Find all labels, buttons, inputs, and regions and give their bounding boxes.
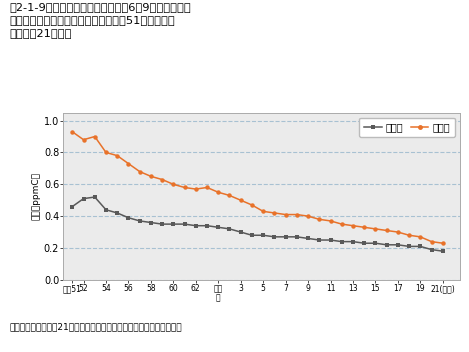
- 一般局: [305, 236, 311, 240]
- 自排局: [103, 150, 109, 155]
- 一般局: [204, 224, 210, 228]
- 一般局: [384, 243, 389, 247]
- 自排局: [406, 233, 412, 237]
- 一般局: [272, 235, 277, 239]
- 自排局: [350, 224, 356, 228]
- 一般局: [114, 211, 120, 215]
- 一般局: [249, 233, 255, 237]
- 自排局: [126, 162, 131, 166]
- 一般局: [81, 196, 86, 201]
- 一般局: [339, 239, 345, 244]
- 一般局: [171, 222, 176, 226]
- 自排局: [182, 186, 188, 190]
- 自排局: [384, 228, 389, 233]
- 一般局: [159, 222, 165, 226]
- Text: 図2-1-9　非メタン炭化水素の午前6～9時における年
　　　　平均値の経年変化推移（昭和51年度～平成
　　　　21年度）: 図2-1-9 非メタン炭化水素の午前6～9時における年 平均値の経年変化推移（昭…: [9, 2, 191, 38]
- 自排局: [215, 190, 221, 194]
- 一般局: [126, 216, 131, 220]
- 一般局: [350, 239, 356, 244]
- 自排局: [204, 186, 210, 190]
- 一般局: [69, 205, 75, 209]
- 自排局: [272, 211, 277, 215]
- 一般局: [294, 235, 300, 239]
- 一般局: [372, 241, 378, 245]
- 自排局: [372, 227, 378, 231]
- 一般局: [395, 243, 401, 247]
- 一般局: [362, 241, 367, 245]
- 一般局: [103, 208, 109, 212]
- Line: 自排局: 自排局: [70, 130, 445, 245]
- Legend: 一般局, 自排局: 一般局, 自排局: [359, 118, 455, 137]
- 自排局: [429, 239, 434, 244]
- 一般局: [317, 238, 322, 242]
- 一般局: [260, 233, 266, 237]
- 一般局: [193, 224, 198, 228]
- 自排局: [395, 230, 401, 234]
- 自排局: [92, 134, 98, 139]
- 一般局: [137, 219, 143, 223]
- 自排局: [137, 169, 143, 174]
- 自排局: [317, 217, 322, 221]
- 一般局: [283, 235, 288, 239]
- 一般局: [440, 249, 446, 253]
- 自排局: [159, 177, 165, 182]
- Line: 一般局: 一般局: [70, 195, 445, 253]
- 自排局: [294, 213, 300, 217]
- 一般局: [227, 227, 232, 231]
- 自排局: [260, 209, 266, 213]
- 自排局: [328, 219, 333, 223]
- 自排局: [238, 198, 243, 202]
- 一般局: [238, 230, 243, 234]
- 自排局: [339, 222, 345, 226]
- Y-axis label: 濃度（ppmC）: 濃度（ppmC）: [32, 172, 41, 220]
- 一般局: [148, 220, 154, 225]
- 自排局: [81, 138, 86, 142]
- 自排局: [417, 235, 423, 239]
- 一般局: [406, 244, 412, 249]
- 自排局: [148, 174, 154, 178]
- 自排局: [193, 187, 198, 191]
- 自排局: [362, 225, 367, 230]
- 一般局: [417, 244, 423, 249]
- 一般局: [429, 247, 434, 252]
- 自排局: [440, 241, 446, 245]
- Text: 資料：環境省「平成21年度大気汚染状況について（報道発表資料）」: 資料：環境省「平成21年度大気汚染状況について（報道発表資料）」: [9, 322, 182, 331]
- 自排局: [227, 193, 232, 197]
- 自排局: [69, 130, 75, 134]
- 一般局: [92, 195, 98, 199]
- 一般局: [328, 238, 333, 242]
- 自排局: [114, 153, 120, 158]
- 自排局: [249, 203, 255, 207]
- 自排局: [283, 213, 288, 217]
- 一般局: [182, 222, 188, 226]
- 自排局: [305, 214, 311, 218]
- 一般局: [215, 225, 221, 230]
- 自排局: [171, 182, 176, 187]
